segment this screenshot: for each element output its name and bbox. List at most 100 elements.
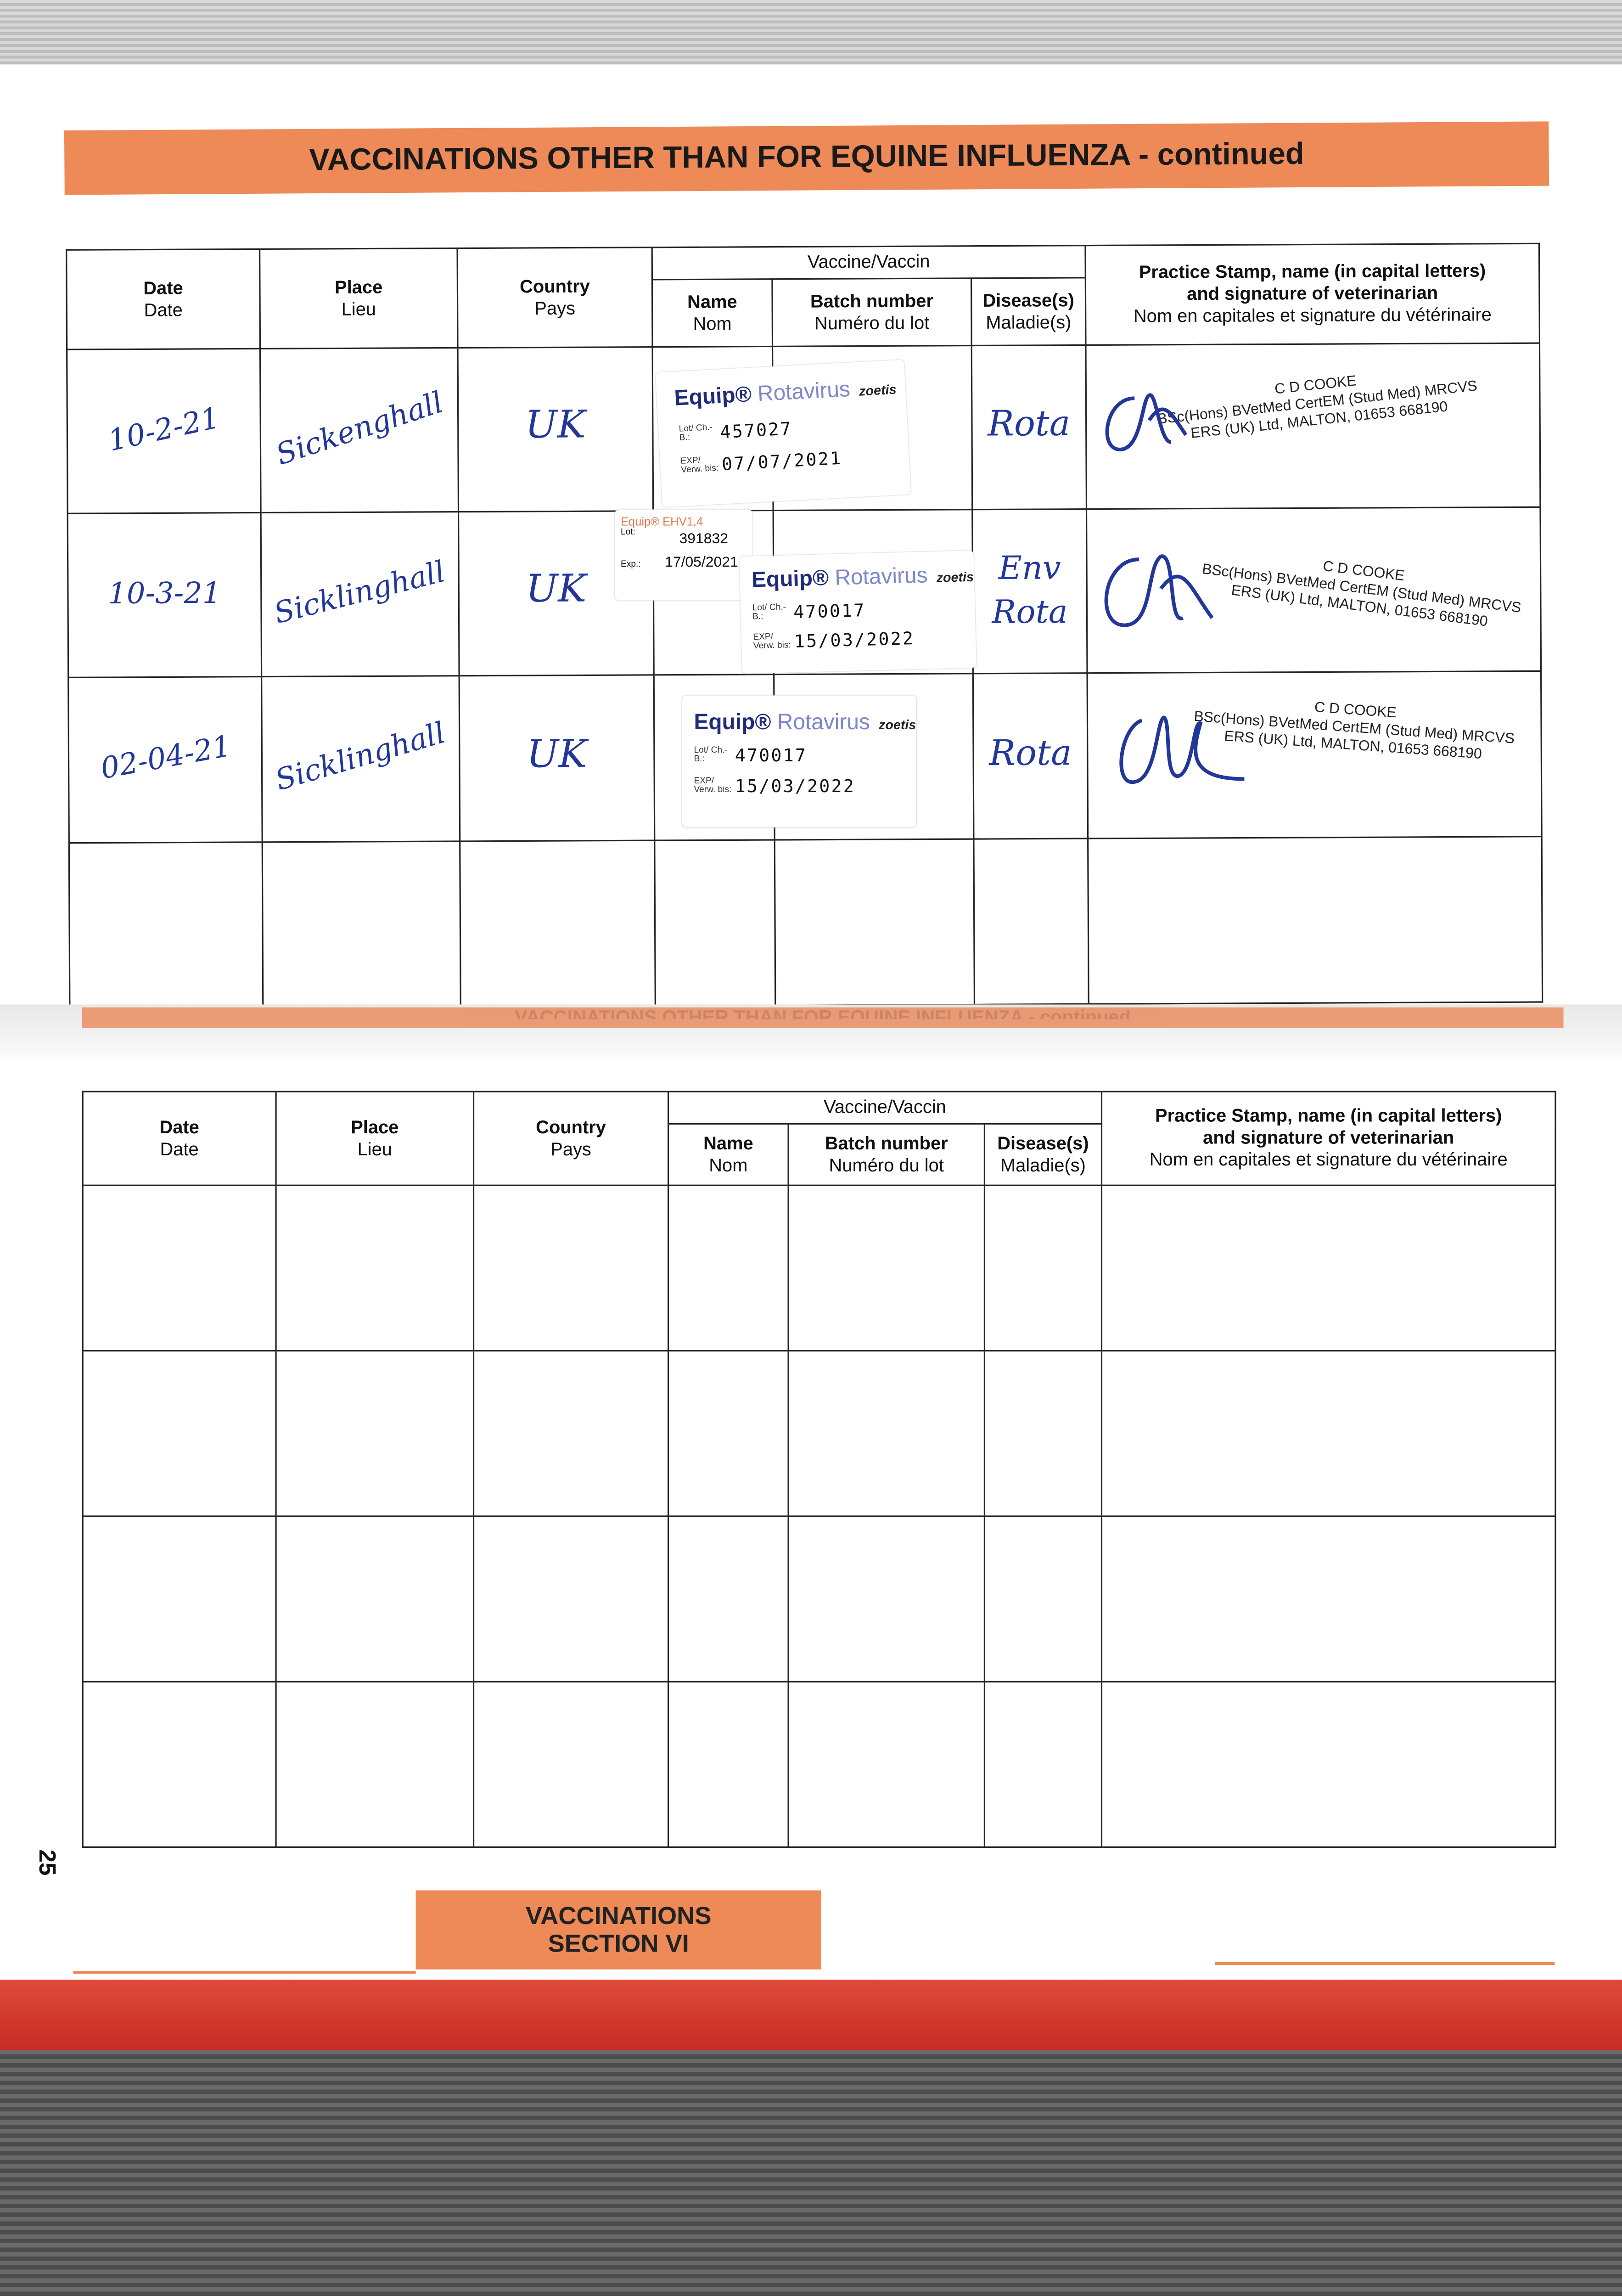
product-text: Rotavirus [834, 563, 928, 591]
exp-date: 15/03/2022 [794, 628, 915, 652]
header-text: Place [334, 276, 383, 297]
lot-number: 391832 [679, 531, 728, 548]
header-country: Country Pays [457, 247, 653, 348]
ehv-vaccine-label: Equip® EHV1,4 Lot: 391832 Exp.: 17/05/20… [615, 509, 752, 601]
lot-label: Lot/ Ch.-B.: [752, 603, 786, 622]
country-cell: UK [458, 347, 653, 512]
vaccine-label: Equip® Rotavirus zoetis Lot/ Ch.-B.: 45702… [655, 360, 911, 507]
header-text: Name [703, 1132, 753, 1154]
disease-handwritten: Env Rota [992, 550, 1068, 631]
header-name: Name Nom [652, 279, 773, 347]
country-cell: UK [459, 675, 655, 841]
section-label: VACCINATIONS SECTION VI [415, 1890, 821, 1970]
page-number: 25 [34, 1849, 59, 1876]
exp-label: Exp.: [621, 561, 641, 570]
country-handwritten: UK [526, 732, 588, 777]
header-text: Maladie(s) [1000, 1154, 1086, 1175]
header-text: Pays [550, 1138, 591, 1159]
scanner-edge-bottom [0, 2050, 1622, 2296]
brand: Equip® Rotavirus [673, 377, 851, 411]
header-country: Country Pays [472, 1091, 669, 1186]
exp-date: 17/05/2021 [665, 555, 738, 571]
lot-label: Lot/ Ch.-B.: [679, 423, 713, 443]
header-text: Date [144, 299, 183, 320]
header-text: Date [159, 1116, 199, 1137]
header-text: Lieu [341, 298, 376, 319]
header-disease: Disease(s) Maladie(s) [971, 277, 1086, 346]
date-handwritten: 10-3-21 [108, 574, 221, 610]
date-cell: 10-2-21 [67, 349, 261, 514]
signature [1119, 715, 1245, 784]
orange-rule [1215, 1962, 1555, 1965]
date-cell: 10-3-21 [67, 512, 262, 678]
disease-cell: Env Rota [972, 509, 1088, 674]
header-name: Name Nom [668, 1123, 789, 1186]
header-text: Numéro du lot [814, 312, 930, 333]
section-banner: VACCINATIONS OTHER THAN FOR EQUINE INFLU… [64, 121, 1549, 195]
date-handwritten: 02-04-21 [97, 728, 233, 786]
exp-label: EXP/ Verw. bis: [753, 633, 791, 651]
header-text: Nom [693, 313, 732, 334]
header-text: Lieu [357, 1138, 392, 1159]
country-handwritten: UK [526, 568, 587, 612]
header-vaccine: Vaccine/Vaccin [652, 245, 1086, 280]
header-text: Disease(s) [982, 289, 1074, 310]
table-row-empty [82, 1350, 1556, 1517]
place-handwritten: Sickenghall [271, 383, 447, 472]
section-line: SECTION VI [548, 1930, 689, 1958]
header-text: Batch number [810, 290, 934, 311]
faded-banner: VACCINATIONS OTHER THAN FOR EQUINE INFLU… [82, 1007, 1564, 1028]
table-row-empty [82, 1515, 1556, 1683]
header-text: Country [536, 1116, 606, 1137]
place-cell: Sicklinghall [261, 675, 460, 842]
zoetis-logo: zoetis [936, 569, 974, 585]
header-text: Numéro du lot [829, 1154, 944, 1175]
header-text: Name [687, 291, 737, 312]
vaccine-label: Equip® Rotavirus zoetis Lot/ Ch.-B.: 47001… [739, 550, 977, 674]
faded-banner-text: VACCINATIONS OTHER THAN FOR EQUINE INFLU… [515, 1007, 1131, 1019]
table-row-empty [82, 1681, 1556, 1848]
header-text: and signature of veterinarian [1203, 1127, 1454, 1148]
signature [1105, 393, 1188, 451]
ehv-brand: Equip® EHV1,4 [621, 515, 703, 529]
place-handwritten: Sicklinghall [270, 552, 449, 630]
exp-label: EXP/ Verw. bis: [694, 777, 732, 795]
header-date: Date Date [82, 1091, 277, 1186]
brand-text: Equip® [694, 710, 771, 735]
lot-number: 470017 [793, 600, 866, 623]
date-handwritten: 10-2-21 [105, 399, 223, 457]
header-text: Nom en capitales et signature du vétérin… [1149, 1149, 1508, 1170]
header-text: Country [519, 275, 590, 297]
header-disease: Disease(s) Maladie(s) [983, 1123, 1103, 1186]
zoetis-logo: zoetis [859, 382, 897, 399]
header-batch: Batch number Numéro du lot [787, 1123, 985, 1186]
section-line: VACCINATIONS [525, 1902, 712, 1930]
product-text: Rotavirus [777, 710, 870, 735]
product-text: Rotavirus [757, 377, 851, 407]
lot-label: Lot: [621, 529, 635, 538]
place-handwritten: Sicklinghall [271, 715, 449, 798]
header-text: Nom [709, 1154, 748, 1175]
lot-label: Lot/ Ch.-B.: [694, 746, 728, 764]
header-text: Date [160, 1138, 199, 1159]
header-date: Date Date [66, 249, 260, 350]
disease-cell: Rota [971, 345, 1087, 510]
place-cell: Sicklinghall [261, 512, 460, 677]
header-text: Batch number [825, 1132, 948, 1154]
disease-handwritten: Rota [988, 403, 1071, 445]
disease-cell: Rota [973, 673, 1088, 839]
header-text: Pays [534, 297, 576, 318]
header-text: Nom en capitales et signature du vétérin… [1133, 304, 1492, 327]
vaccine-label: Equip® Rotavirus zoetis Lot/ Ch.-B.: 47001… [682, 695, 917, 827]
header-place: Place Lieu [275, 1091, 475, 1186]
brand: Equip® Rotavirus [751, 563, 928, 593]
date-cell: 02-04-21 [68, 676, 263, 843]
exp-date: 15/03/2022 [735, 776, 855, 797]
header-text: Maladie(s) [986, 311, 1072, 332]
lot-number: 457027 [719, 418, 793, 443]
header-text: Vaccine/Vaccin [807, 251, 930, 273]
signature [1104, 554, 1214, 627]
brand-text: Equip® [751, 566, 829, 593]
header-stamp: Practice Stamp, name (in capital letters… [1085, 243, 1540, 345]
header-text: Disease(s) [997, 1132, 1089, 1154]
